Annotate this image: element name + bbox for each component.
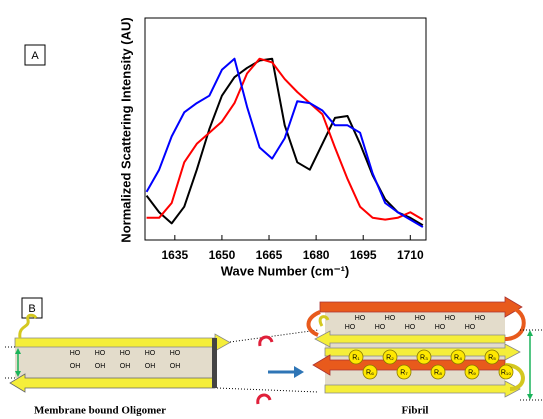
hydroxyl-label: HO xyxy=(445,315,456,322)
guide xyxy=(216,387,319,393)
hydroxyl-label: HO xyxy=(465,324,476,331)
residue-label: R₅ xyxy=(488,354,496,361)
residue xyxy=(430,364,446,380)
hydroxyl-label: HO xyxy=(95,350,106,357)
tail xyxy=(18,313,38,339)
residue-label: R₄ xyxy=(454,354,462,361)
residue-label: R₁₀ xyxy=(501,369,511,376)
hydroxyl-label: HO xyxy=(145,350,156,357)
residue-label: R₈ xyxy=(434,369,442,376)
strand xyxy=(314,330,506,348)
panel-box xyxy=(21,297,43,319)
x-tick-label: 1665 xyxy=(256,248,283,262)
tail xyxy=(318,315,330,327)
x-tick-label: 1695 xyxy=(350,248,377,262)
strand xyxy=(319,296,523,318)
panel-label: B xyxy=(28,303,35,315)
strand xyxy=(14,333,231,352)
sheet xyxy=(15,347,215,378)
hydroxyl-label: HO xyxy=(70,350,81,357)
x-tick-label: 1650 xyxy=(209,248,236,262)
hydroxyl-label: OH xyxy=(70,363,81,370)
residue-label: R₃ xyxy=(420,354,428,361)
residue xyxy=(416,349,432,365)
hydroxyl-label: HO xyxy=(355,315,366,322)
residue xyxy=(498,364,514,380)
x-tick-label: 1635 xyxy=(161,248,188,262)
residue xyxy=(348,349,364,365)
hydroxyl-label: HO xyxy=(375,324,386,331)
line-series xyxy=(145,57,424,228)
hydroxyl-label: HO xyxy=(435,324,446,331)
hydroxyl-label: OH xyxy=(145,363,156,370)
residue xyxy=(362,364,378,380)
residue-label: R₂ xyxy=(386,354,394,361)
arrow-head xyxy=(15,348,21,354)
hydroxyl-label: HO xyxy=(405,324,416,331)
y-axis-label: Normalized Scattering Intensity (AU) xyxy=(118,17,133,242)
hydroxyl-label: HO xyxy=(415,315,426,322)
turn xyxy=(212,338,217,388)
arrow-head xyxy=(527,330,533,336)
residue xyxy=(464,364,480,380)
strand xyxy=(324,380,521,398)
x-axis-label: Wave Number (cm⁻¹) xyxy=(221,263,349,278)
arrow-head xyxy=(527,394,533,400)
hydroxyl-label: OH xyxy=(120,363,131,370)
line-series xyxy=(146,57,424,221)
arrow-head xyxy=(15,371,21,377)
x-tick-label: 1680 xyxy=(303,248,330,262)
panel-box xyxy=(24,44,46,66)
tail xyxy=(258,335,274,347)
hydroxyl-label: HO xyxy=(170,350,181,357)
tail xyxy=(256,393,272,405)
hydroxyl-label: HO xyxy=(345,324,356,331)
hydroxyl-label: OH xyxy=(170,363,181,370)
loop xyxy=(306,310,321,337)
loop xyxy=(504,305,526,341)
hydroxyl-label: OH xyxy=(95,363,106,370)
residue xyxy=(382,349,398,365)
panel-label: A xyxy=(31,50,39,62)
residue xyxy=(396,364,412,380)
arrow-head xyxy=(294,366,304,378)
oligomer-label: Membrane bound Oligomer xyxy=(34,405,166,417)
residue-label: R₁ xyxy=(352,354,360,361)
residue-label: R₇ xyxy=(400,369,408,376)
x-tick-label: 1710 xyxy=(397,248,424,262)
fibril xyxy=(306,296,526,398)
hydroxyl-label: HO xyxy=(475,315,486,322)
hydroxyl-label: HO xyxy=(385,315,396,322)
loop xyxy=(504,363,525,391)
residue-label: R₆ xyxy=(366,369,374,376)
residue xyxy=(484,349,500,365)
residue xyxy=(450,349,466,365)
strand xyxy=(9,373,216,393)
fibril-label: Fibril xyxy=(402,405,429,417)
oligomer xyxy=(9,313,231,393)
hydroxyl-label: HO xyxy=(120,350,131,357)
residue-label: R₉ xyxy=(468,369,476,376)
plot-frame xyxy=(144,17,427,241)
line-series xyxy=(145,57,424,227)
guide xyxy=(229,329,319,343)
